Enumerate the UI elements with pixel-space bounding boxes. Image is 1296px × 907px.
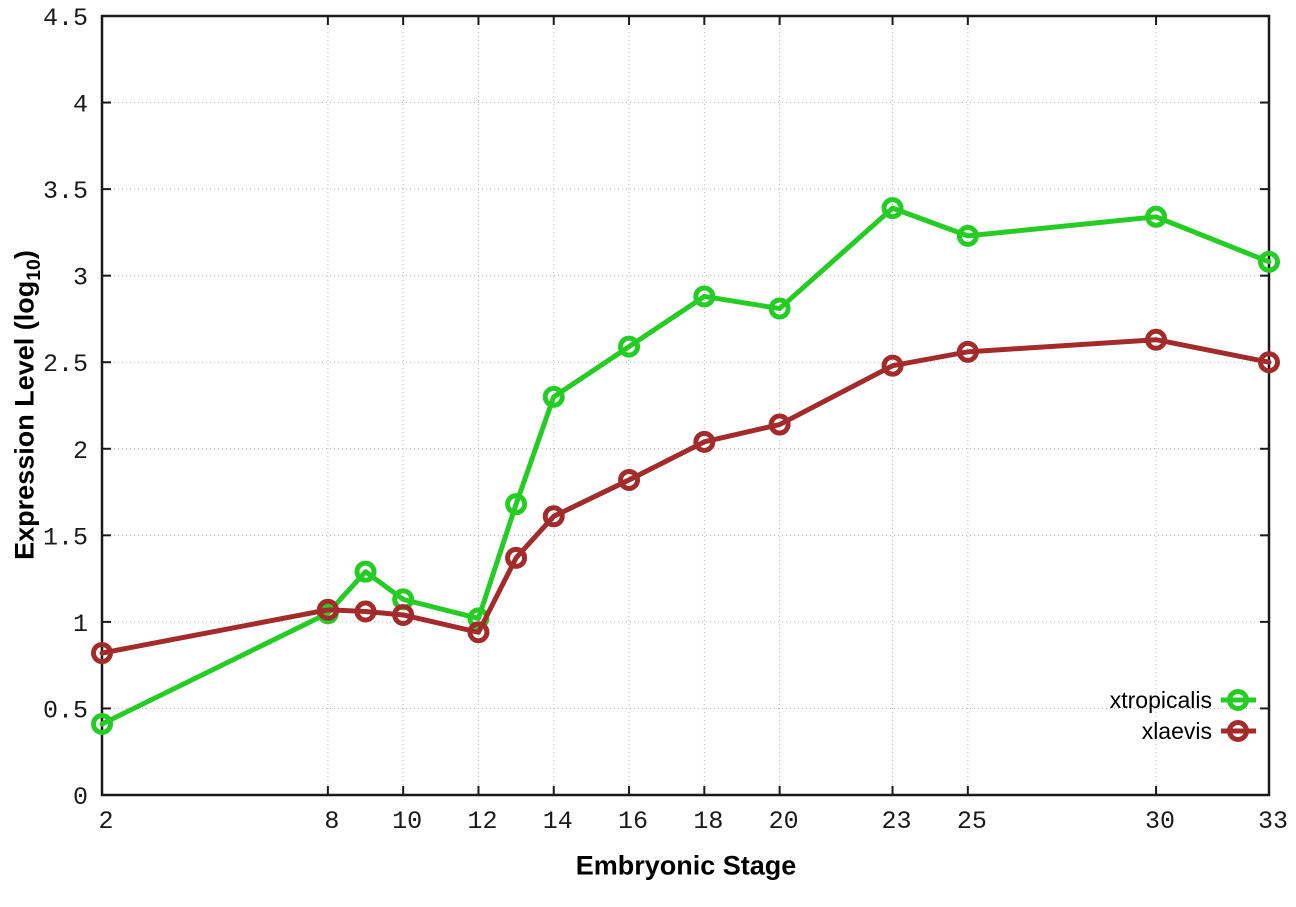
legend: xtropicalis xlaevis <box>1110 687 1256 744</box>
legend-marker <box>1227 720 1249 742</box>
data-point <box>1145 328 1168 351</box>
plot-border <box>100 14 1271 797</box>
x-tick-label: 14 <box>543 807 573 836</box>
y-tick-label: 4 <box>73 91 88 120</box>
y-axis-title-suffix: ) <box>9 250 40 260</box>
x-tick-label: 30 <box>1145 807 1175 836</box>
axis-ticks <box>101 15 1270 796</box>
data-point <box>467 621 490 644</box>
data-point <box>618 335 641 358</box>
data-point <box>505 493 528 516</box>
data-point <box>354 560 377 583</box>
x-tick-label: 33 <box>1258 807 1288 836</box>
x-tick-label: 23 <box>882 807 912 836</box>
data-point <box>693 285 716 308</box>
x-tick-label: 10 <box>392 807 422 836</box>
data-point <box>881 197 904 220</box>
y-tick-label: 2 <box>73 437 88 466</box>
legend-marker <box>1227 689 1249 711</box>
data-point <box>505 546 528 569</box>
data-point <box>91 642 113 665</box>
grid <box>102 16 1269 795</box>
data-point <box>693 430 716 453</box>
series-line-xtropicalis <box>99 205 1272 727</box>
data-point <box>956 224 979 247</box>
data-point <box>768 413 791 436</box>
y-tick-label: 4.5 <box>43 4 88 33</box>
data-point <box>316 598 339 621</box>
y-axis-title: Expression Level (log10) <box>9 250 45 560</box>
series-xlaevis <box>91 328 1280 665</box>
data-point <box>1258 351 1280 374</box>
y-tick-label: 1.5 <box>43 523 88 552</box>
data-point <box>392 603 415 626</box>
x-tick-label: 2 <box>98 807 113 836</box>
y-tick-label: 0.5 <box>43 696 88 725</box>
y-axis-title-subscript: 10 <box>22 259 45 281</box>
x-axis-title: Embryonic Stage <box>575 850 797 881</box>
x-tick-label: 8 <box>324 807 339 836</box>
data-point <box>1145 205 1168 228</box>
data-point <box>542 385 565 408</box>
data-point <box>1258 250 1280 273</box>
legend-label: xtropicalis <box>1110 687 1212 713</box>
x-tick-label: 20 <box>769 807 799 836</box>
data-point <box>618 468 641 491</box>
y-tick-label: 0 <box>73 783 88 812</box>
data-point <box>542 505 565 528</box>
series-line-xlaevis <box>99 337 1272 656</box>
y-tick-label: 3.5 <box>43 177 88 206</box>
y-tick-label: 3 <box>73 264 88 293</box>
y-tick-label: 1 <box>73 610 88 639</box>
y-axis-title-text: Expression Level (log <box>9 280 40 560</box>
data-point <box>91 713 113 736</box>
data-point <box>956 340 979 363</box>
data-point <box>881 354 904 377</box>
series-xtropicalis <box>91 197 1280 736</box>
data-point <box>768 297 791 320</box>
data-point <box>354 600 377 623</box>
x-tick-label: 18 <box>693 807 723 836</box>
tick-labels: 2 8 10 12 14 16 18 20 23 25 30 33 0 0.5 1 1.5 2 2.5 3 3.5 4 4… <box>43 4 1288 836</box>
x-tick-label: 12 <box>467 807 497 836</box>
x-tick-label: 25 <box>957 807 987 836</box>
x-tick-label: 16 <box>618 807 648 836</box>
legend-label: xlaevis <box>1142 718 1212 744</box>
y-tick-label: 2.5 <box>43 350 88 379</box>
